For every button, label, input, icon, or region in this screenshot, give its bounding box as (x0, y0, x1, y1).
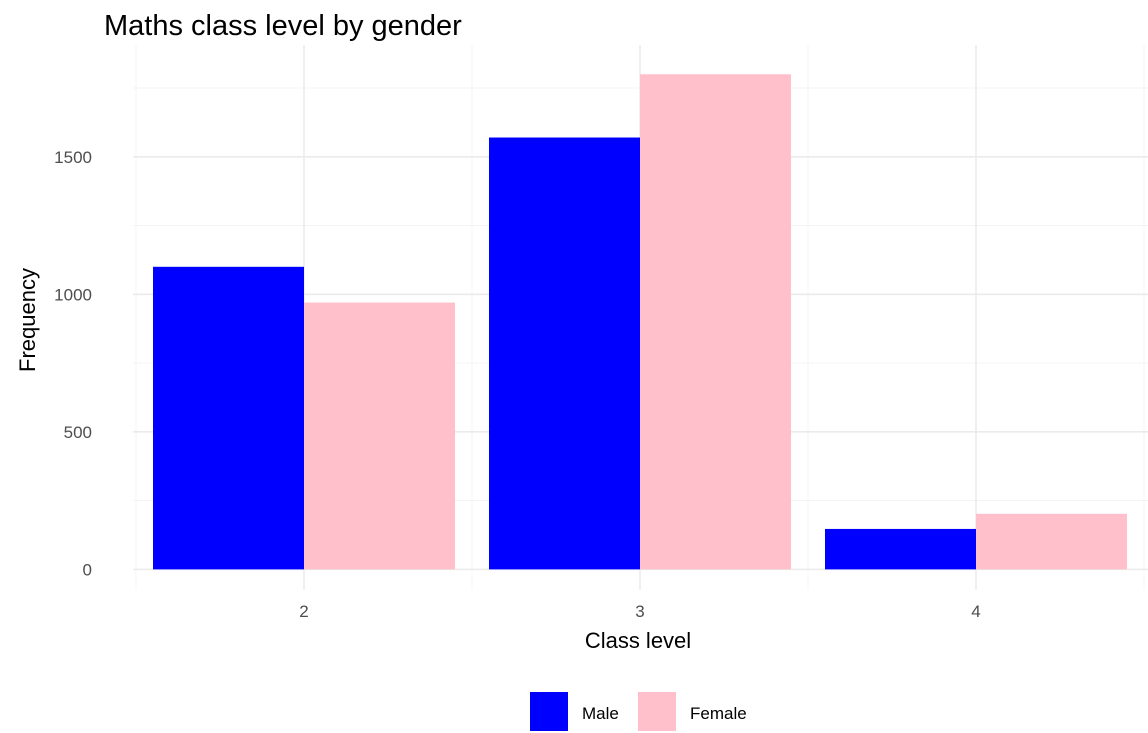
y-tick-label: 1500 (54, 148, 92, 167)
bar-male-3 (489, 137, 640, 570)
y-axis-title: Frequency (15, 268, 40, 372)
bar-male-4 (825, 528, 976, 570)
legend-label-female: Female (690, 704, 747, 723)
x-tick-label: 4 (971, 602, 980, 621)
y-tick-label: 500 (64, 423, 92, 442)
y-tick-label: 1000 (54, 285, 92, 304)
legend-key-female (638, 692, 676, 731)
legend: Male Female (530, 692, 747, 731)
y-axis-ticks: 0 500 1000 1500 (54, 148, 92, 580)
y-tick-label: 0 (83, 560, 92, 579)
x-axis-ticks: 2 3 4 (299, 602, 980, 621)
bars (153, 74, 1127, 570)
bar-male-2 (153, 266, 304, 570)
legend-key-male (530, 692, 568, 731)
bar-female-4 (976, 513, 1127, 570)
x-tick-label: 2 (299, 602, 308, 621)
legend-label-male: Male (582, 704, 619, 723)
bar-female-2 (304, 302, 455, 570)
x-axis-title: Class level (585, 628, 691, 653)
bar-female-3 (640, 74, 791, 570)
chart-title: Maths class level by gender (104, 10, 462, 42)
x-tick-label: 3 (635, 602, 644, 621)
